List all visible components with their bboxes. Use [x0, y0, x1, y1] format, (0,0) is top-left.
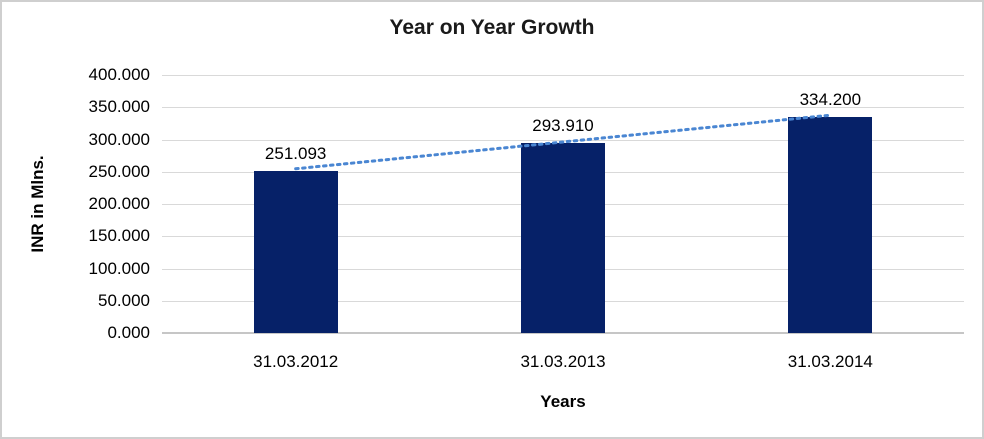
- y-tick-label: 50.000: [98, 290, 150, 310]
- y-tick-label: 150.000: [88, 226, 150, 246]
- bar-data-label: 251.093: [264, 144, 327, 164]
- bar: [788, 117, 873, 333]
- y-tick-label: 0.000: [107, 323, 150, 342]
- x-axis-line: [162, 332, 964, 334]
- y-tick-label: 350.000: [88, 97, 150, 117]
- y-tick-label: 200.000: [88, 194, 150, 213]
- bar: [521, 143, 605, 333]
- x-tick-label: 31.03.2013: [520, 352, 606, 371]
- gridline: [162, 75, 964, 76]
- chart-title: Year on Year Growth: [389, 16, 595, 39]
- y-tick-label: 300.000: [88, 129, 150, 149]
- gridline: [162, 107, 964, 109]
- x-axis-title: Years: [540, 392, 586, 411]
- x-tick-label: 31.03.2012: [253, 352, 339, 371]
- bar-data-label: 334.200: [799, 90, 862, 110]
- y-tick-label: 400.000: [88, 65, 150, 84]
- y-tick-label: 100.000: [88, 258, 150, 278]
- bar-data-label: 293.910: [532, 116, 594, 136]
- bar: [253, 171, 338, 333]
- x-tick-label: 31.03.2014: [787, 352, 873, 371]
- y-tick-label: 250.000: [88, 161, 150, 181]
